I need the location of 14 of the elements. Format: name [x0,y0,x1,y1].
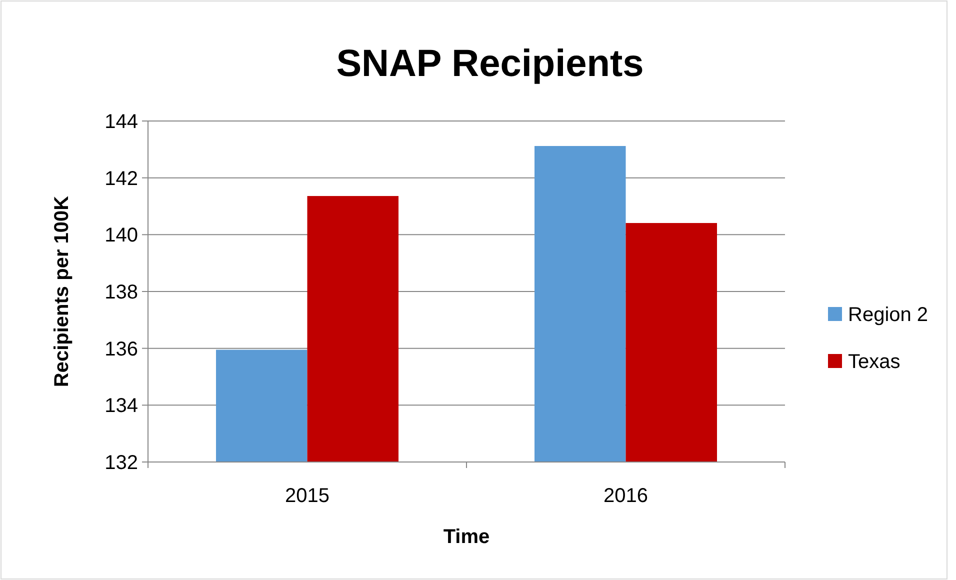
legend-label: Region 2 [848,304,928,326]
y-tick-label: 132 [104,452,138,474]
x-tick-label: 2015 [285,485,330,507]
y-tick-label: 138 [104,282,138,304]
x-axis-title: Time [443,526,490,548]
x-tick-label: 2016 [604,485,648,507]
y-tick-label: 144 [104,111,138,133]
legend-label: Texas [848,351,900,373]
y-tick-label: 134 [104,395,138,418]
y-tick-label: 140 [104,224,138,247]
y-axis-title: Recipients per 100K [51,195,73,388]
y-tick-label: 142 [104,168,138,190]
y-tick-label: 136 [104,338,138,360]
chart-title: SNAP Recipients [336,43,644,85]
